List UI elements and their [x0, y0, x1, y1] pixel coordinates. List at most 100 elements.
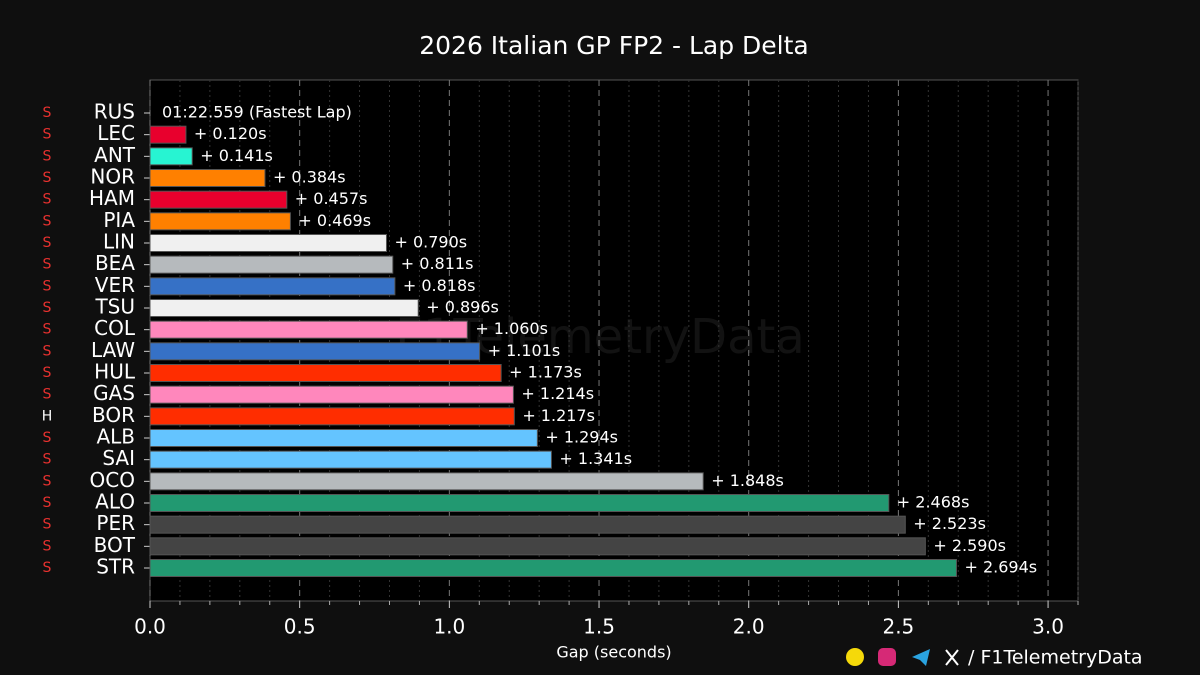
value-label: + 0.384s: [273, 168, 346, 187]
y-tick-label: ALO: [95, 490, 135, 514]
value-label: + 1.294s: [545, 428, 618, 447]
icon: [878, 648, 896, 666]
value-label: + 1.101s: [488, 341, 561, 360]
tyre-compound: S: [43, 278, 52, 294]
bar: [149, 125, 187, 144]
value-label: + 0.469s: [298, 211, 371, 230]
value-label: + 0.457s: [295, 189, 368, 208]
tyre-compound: S: [43, 343, 52, 359]
bar: [149, 234, 387, 252]
bar: [149, 277, 396, 296]
tyre-compound: S: [43, 127, 52, 143]
icon: [945, 649, 959, 666]
y-tick-label: PER: [96, 511, 135, 535]
plot-area: [149, 79, 1079, 602]
y-tick-label: BEA: [95, 251, 135, 275]
x-tick-label: 2.5: [882, 615, 914, 639]
x-axis-label: Gap (seconds): [556, 643, 671, 662]
y-tick-label: OCO: [90, 468, 135, 492]
tyre-compound: S: [43, 322, 52, 338]
fastest-lap-label: 01:22.559 (Fastest Lap): [162, 103, 352, 122]
y-tick-label: COL: [94, 316, 136, 340]
y-tick-label: SAI: [102, 446, 135, 470]
bar: [149, 255, 394, 274]
tyre-compound: S: [43, 495, 52, 511]
y-tick-label: HAM: [89, 186, 135, 210]
icon: [846, 648, 864, 666]
tyre-compound: S: [43, 538, 52, 554]
x-tick-label: 1.0: [433, 615, 465, 639]
y-tick-label: BOR: [92, 403, 135, 427]
value-label: + 0.818s: [403, 276, 476, 295]
y-tick-label: LAW: [91, 338, 135, 362]
tyre-compound: S: [43, 560, 52, 576]
bar: [149, 494, 890, 512]
bar: [149, 299, 419, 317]
bar: [149, 385, 514, 404]
value-label: + 2.694s: [964, 558, 1037, 577]
tyre-compound: S: [43, 213, 52, 229]
y-tick-label: ALB: [96, 425, 135, 449]
value-label: + 1.217s: [522, 406, 595, 425]
y-tick-label: BOT: [94, 533, 136, 557]
tyre-compound: S: [43, 517, 52, 533]
y-tick-label: PIA: [103, 208, 135, 232]
bar: [149, 472, 704, 491]
tyre-compound: S: [43, 105, 52, 121]
bar: [149, 559, 957, 577]
value-label: + 1.848s: [711, 471, 784, 490]
bar: [149, 147, 193, 166]
bar: [149, 342, 481, 361]
value-label: + 2.468s: [897, 493, 970, 512]
value-label: + 1.060s: [475, 319, 548, 338]
value-label: + 0.120s: [194, 124, 267, 143]
bar: [149, 320, 468, 339]
value-label: + 1.214s: [521, 384, 594, 403]
bar: [149, 537, 926, 556]
tyre-compound: H: [42, 408, 53, 424]
y-tick-label: LIN: [103, 230, 135, 254]
tyre-compound: S: [43, 257, 52, 273]
chart-title: 2026 Italian GP FP2 - Lap Delta: [419, 31, 809, 60]
bar: [149, 364, 502, 382]
social-icons: [846, 648, 959, 666]
x-tick-label: 3.0: [1032, 615, 1064, 639]
tyre-compound: S: [43, 473, 52, 489]
tyre-compound: S: [43, 148, 52, 164]
tyre-compound: S: [43, 365, 52, 381]
value-label: + 2.523s: [913, 514, 986, 533]
y-tick-label: VER: [95, 273, 135, 297]
y-tick-label: NOR: [90, 165, 135, 189]
bar: [149, 169, 266, 187]
value-label: + 1.173s: [509, 363, 582, 382]
y-tick-label: GAS: [93, 381, 135, 405]
value-label: + 2.590s: [933, 536, 1006, 555]
x-tick-label: 0.0: [134, 615, 166, 639]
icon: [912, 649, 930, 666]
value-label: + 0.811s: [401, 254, 474, 273]
bar: [149, 190, 288, 209]
value-label: + 0.896s: [426, 298, 499, 317]
tyre-compound: S: [43, 430, 52, 446]
y-tick-label: TSU: [94, 295, 135, 319]
bar: [149, 429, 538, 447]
y-tick-label: RUS: [94, 100, 135, 124]
value-label: + 0.790s: [394, 233, 467, 252]
bar: [149, 212, 291, 231]
y-tick-label: STR: [96, 555, 135, 579]
bar: [149, 515, 906, 534]
tyre-compound: S: [43, 452, 52, 468]
value-label: + 0.141s: [200, 146, 273, 165]
tyre-compound: S: [43, 192, 52, 208]
y-tick-label: LEC: [97, 121, 135, 145]
y-tick-label: HUL: [94, 360, 136, 384]
x-tick-label: 0.5: [284, 615, 316, 639]
tyre-compound: S: [43, 387, 52, 403]
bar: [149, 407, 515, 426]
x-tick-label: 1.5: [583, 615, 615, 639]
x-tick-label: 2.0: [733, 615, 765, 639]
tyre-compound: S: [43, 300, 52, 316]
bar: [149, 450, 552, 469]
y-tick-label: ANT: [94, 143, 136, 167]
